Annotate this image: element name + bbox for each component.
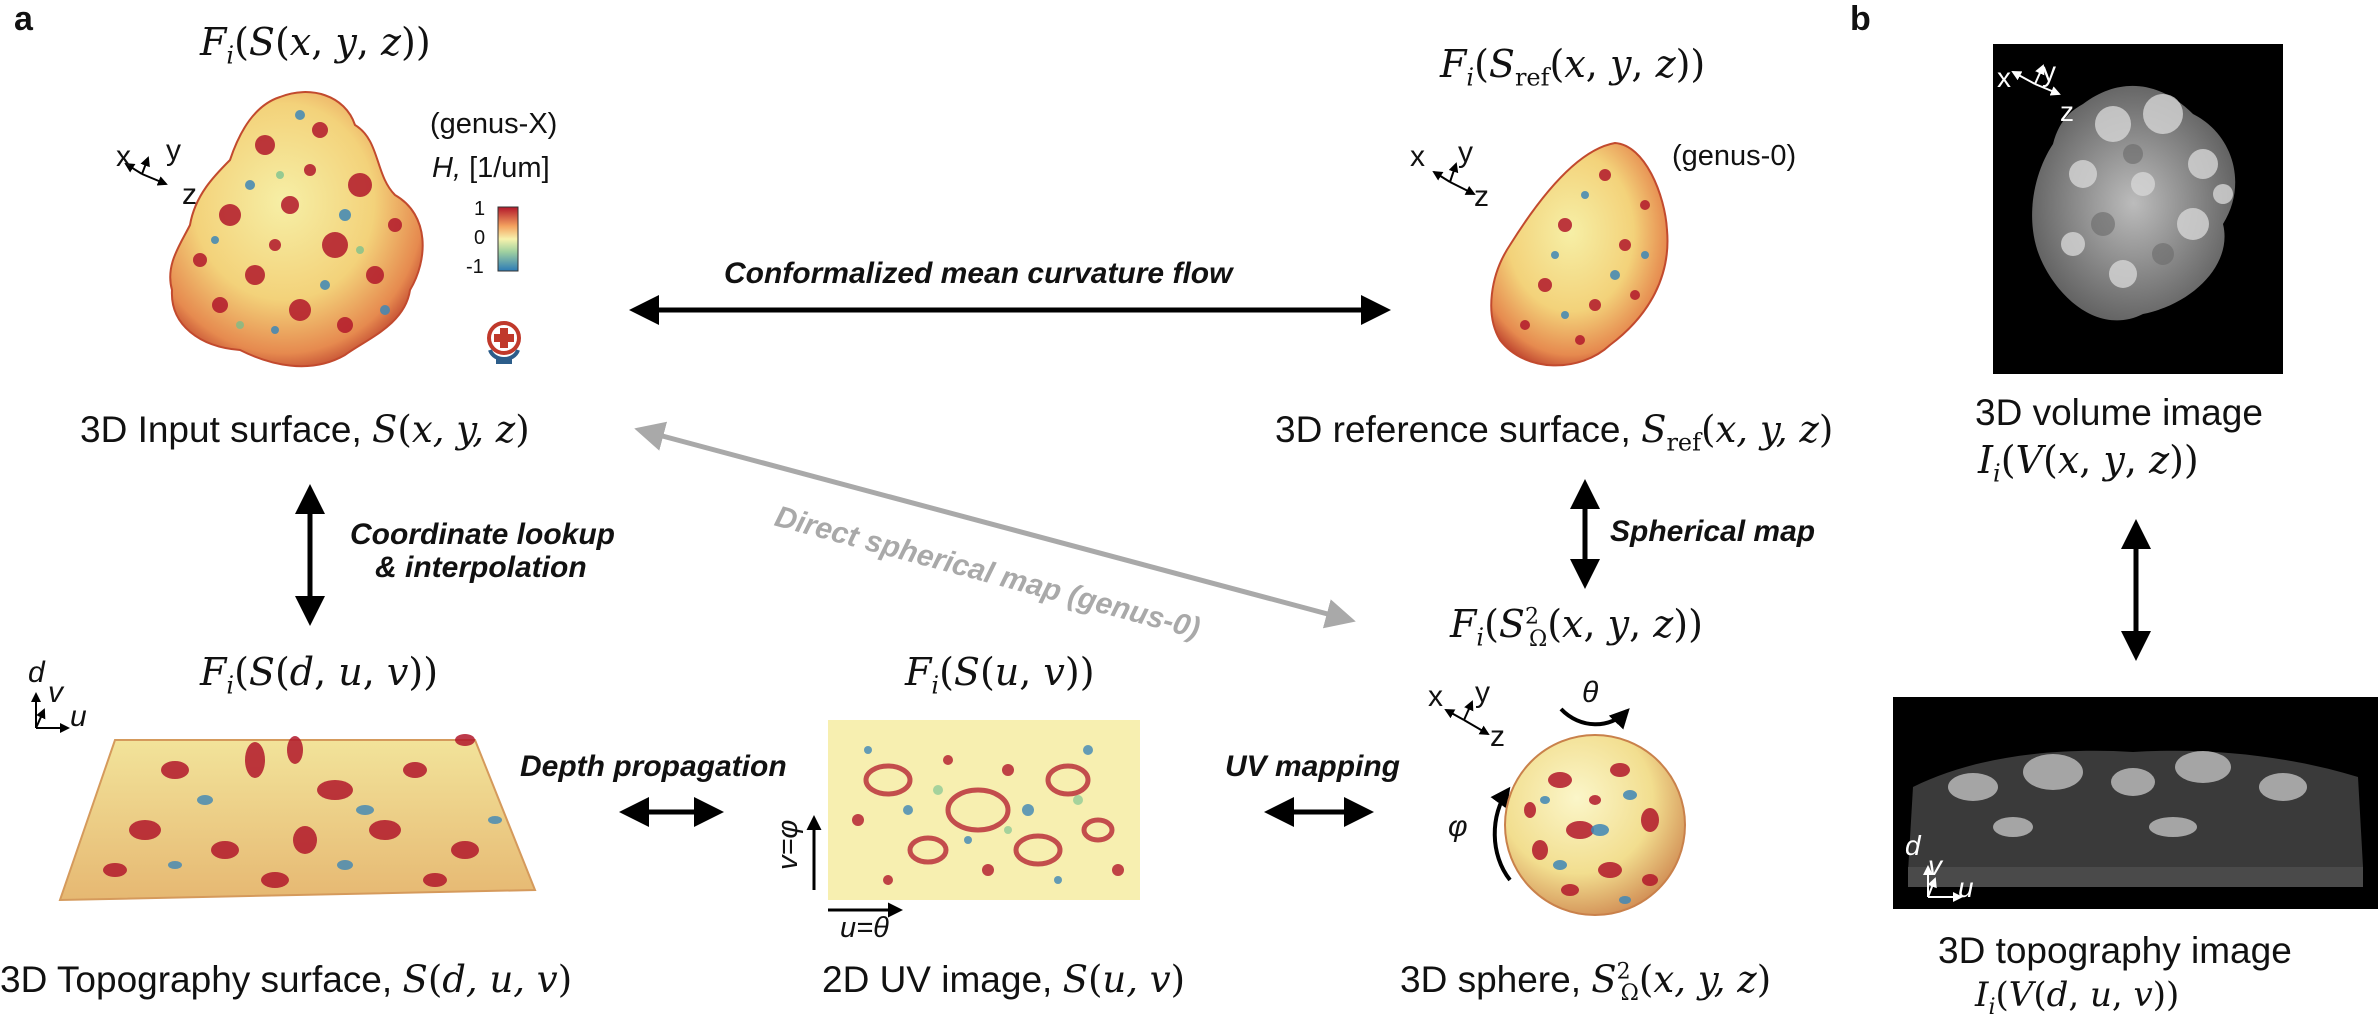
- topography-axis-u: u: [70, 700, 87, 733]
- topography-surface-render: [58, 734, 537, 902]
- phi-rotation-arrow: [1490, 786, 1512, 882]
- uv-axes-icon: [806, 815, 903, 918]
- reference-genus-label: (genus-0): [1672, 140, 1797, 172]
- uv-image-function: Fi(S(u, v)): [905, 650, 1095, 700]
- reference-surface-function: Fi(Sref(x, y, z)): [1440, 42, 1706, 92]
- reference-axis-y: y: [1458, 136, 1473, 169]
- reference-axis-z: z: [1474, 180, 1489, 213]
- volume-image-render: [1993, 44, 2283, 374]
- uv-image-caption: 2D UV image, S(u, v): [822, 958, 1186, 1001]
- reference-surface-caption: 3D reference surface, Sref(x, y, z): [1275, 408, 1834, 457]
- curvature-label: H, [1/um]: [432, 152, 550, 184]
- sphere-render: [1504, 734, 1686, 916]
- sphere-axis-x: x: [1428, 680, 1443, 713]
- topography-function: Fi(S(d, u, v)): [200, 650, 439, 700]
- topography-image-function: Ii(V(d, u, v)): [1975, 975, 2180, 1020]
- topography-axis-v: v: [48, 676, 63, 709]
- logo-icon: [487, 321, 521, 364]
- cmcf-label: Conformalized mean curvature flow: [724, 257, 1233, 290]
- input-surface-caption: 3D Input surface, S(x, y, z): [80, 408, 530, 451]
- panel-label-a: a: [14, 0, 33, 38]
- topography-axes-icon: [31, 692, 70, 733]
- colorbar-tick-min: -1: [466, 256, 484, 278]
- panel-label-b: b: [1850, 0, 1871, 38]
- sphere-axis-z: z: [1490, 720, 1505, 753]
- colorbar-tick-zero: 0: [474, 227, 486, 249]
- spherical-map-label: Spherical map: [1610, 515, 1816, 548]
- volume-function: Ii(V(x, y, z)): [1978, 438, 2199, 488]
- input-surface-render: [169, 91, 424, 368]
- colorbar-tick-max: 1: [474, 198, 486, 220]
- topo-image-axis-u: u: [1958, 872, 1974, 903]
- input-surface-function: Fi(S(x, y, z)): [200, 20, 431, 70]
- reference-surface-render: [1490, 141, 1669, 367]
- volume-axis-z: z: [2060, 96, 2074, 127]
- theta-label: θ: [1582, 676, 1599, 709]
- reference-axis-x: x: [1410, 140, 1425, 173]
- depth-propagation-label: Depth propagation: [520, 750, 787, 783]
- uv-mapping-label: UV mapping: [1225, 750, 1401, 783]
- interpolation-label: & interpolation: [375, 551, 587, 584]
- input-axis-x: x: [116, 140, 131, 173]
- reference-axes-icon: [1432, 162, 1476, 195]
- topography-image-render: [1893, 697, 2378, 909]
- sphere-axes-icon: [1444, 700, 1490, 736]
- theta-rotation-arrow: [1559, 707, 1630, 730]
- uv-image-render: [828, 720, 1140, 900]
- sphere-function: Fi(S2Ω(x, y, z)): [1450, 602, 1703, 652]
- uv-axis-u: u=θ: [840, 912, 889, 944]
- volume-axis-y: y: [2042, 56, 2056, 87]
- topography-caption: 3D Topography surface, S(d, u, v): [0, 958, 573, 1001]
- volume-caption: 3D volume image: [1975, 392, 2263, 433]
- curvature-colorbar: [497, 206, 519, 272]
- phi-label: φ: [1448, 810, 1468, 843]
- topo-image-axis-d: d: [1905, 830, 1921, 861]
- topography-axis-d: d: [28, 656, 45, 689]
- topography-image-caption: 3D topography image: [1938, 930, 2292, 971]
- coordinate-lookup-label: Coordinate lookup: [350, 518, 615, 551]
- sphere-axis-y: y: [1475, 676, 1490, 709]
- topo-image-axis-v: v: [1928, 850, 1942, 881]
- input-axis-y: y: [166, 134, 181, 167]
- input-axis-z: z: [182, 178, 197, 211]
- input-genus-label: (genus-X): [430, 108, 558, 140]
- input-axes-icon: [124, 156, 168, 186]
- volume-axis-x: x: [1997, 62, 2011, 93]
- sphere-caption: 3D sphere, S2Ω(x, y, z): [1400, 958, 1772, 1007]
